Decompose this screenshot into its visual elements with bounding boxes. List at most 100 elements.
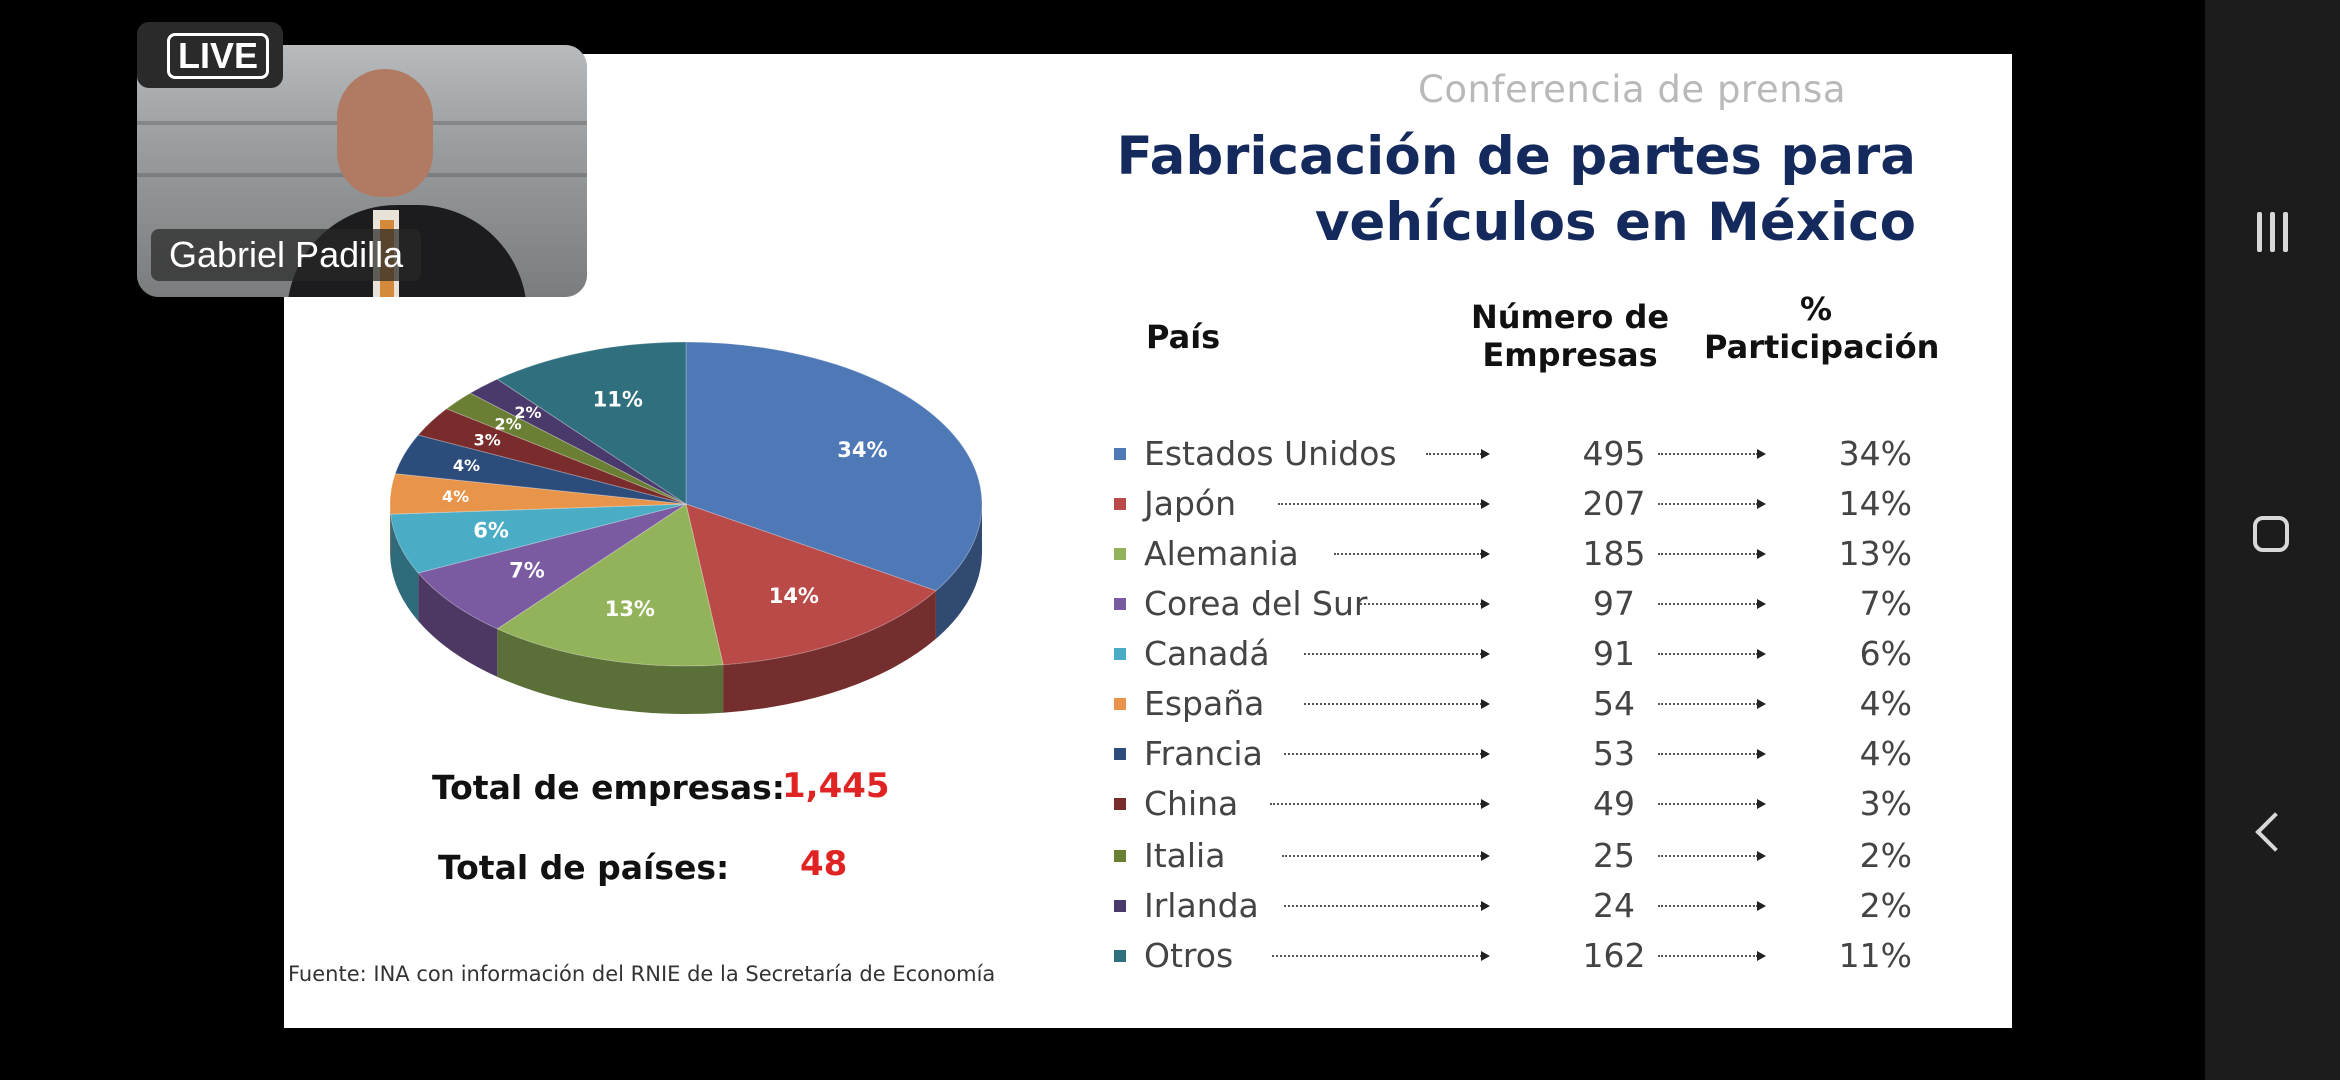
dotted-arrow [1658, 699, 1766, 709]
pie-slice-10 [496, 341, 687, 505]
pie-data-label: 2% [514, 403, 541, 422]
participation-share: 4% [1859, 734, 1912, 773]
country-name: Japón [1144, 484, 1237, 523]
participation-share: 4% [1859, 684, 1912, 723]
presentation-slide: Conferencia de prensa Fabricación de par… [284, 54, 2012, 1028]
legend-bullet [1114, 698, 1126, 710]
legend-bullet [1114, 900, 1126, 912]
video-stage[interactable]: Conferencia de prensa Fabricación de par… [0, 0, 2205, 1080]
company-count: 54 [1514, 682, 1654, 726]
pie-data-label: 2% [495, 414, 522, 433]
company-count: 207 [1514, 482, 1654, 526]
legend-bullet [1114, 798, 1126, 810]
company-count: 49 [1514, 782, 1654, 826]
header-share-line2: Participación [1704, 328, 1940, 366]
presenter-head [337, 69, 433, 197]
presenter-name-tag: Gabriel Padilla [151, 229, 422, 281]
pie-slice-1 [685, 503, 937, 666]
header-share: % Participación [1704, 290, 1940, 366]
recents-icon[interactable] [2227, 188, 2317, 278]
legend-bullet [1114, 548, 1126, 560]
title-line-2: vehículos en México [1314, 192, 1916, 253]
pie-chart-svg: 34%14%13%7%6%4%4%3%2%2%11% [389, 341, 983, 714]
company-count-value: 54 [1593, 684, 1635, 723]
dotted-arrow [1658, 449, 1766, 459]
header-count-line2: Empresas [1482, 336, 1658, 374]
table-row: Estados Unidos 495 34% [1114, 432, 1994, 476]
table-row: Otros 162 11% [1114, 934, 1994, 978]
country-name: Estados Unidos [1144, 434, 1397, 473]
country-name: China [1144, 784, 1239, 823]
dotted-arrow [1278, 499, 1490, 509]
legend-bullet [1114, 950, 1126, 962]
legend-bullet [1114, 498, 1126, 510]
participation-share: 11% [1838, 936, 1912, 975]
pie-data-label: 4% [442, 487, 469, 506]
participation-share: 2% [1859, 836, 1912, 875]
header-country: País [1146, 318, 1221, 356]
pie-side-3 [418, 572, 498, 677]
table-row: Italia 25 2% [1114, 834, 1994, 878]
home-icon[interactable] [2227, 490, 2317, 580]
country-name: Italia [1144, 836, 1226, 875]
dotted-arrow [1658, 499, 1766, 509]
dotted-arrow [1658, 599, 1766, 609]
dotted-arrow [1360, 599, 1490, 609]
pie-slice-7 [417, 408, 687, 505]
total-companies-value: 1,445 [782, 766, 890, 806]
dotted-arrow [1658, 799, 1766, 809]
dotted-arrow [1426, 449, 1490, 459]
pie-side-2 [497, 628, 724, 714]
company-count-value: 49 [1593, 784, 1635, 823]
live-text: LIVE [167, 33, 270, 79]
legend-bullet [1114, 748, 1126, 760]
dotted-arrow [1658, 901, 1766, 911]
company-count: 53 [1514, 732, 1654, 776]
legend-bullet [1114, 648, 1126, 660]
total-countries-label: Total de países: [438, 848, 730, 887]
pie-slice-9 [469, 378, 687, 505]
dotted-arrow [1658, 549, 1766, 559]
company-count-value: 162 [1582, 936, 1646, 975]
pie-data-label: 14% [769, 584, 819, 608]
header-share-line1: % [1799, 290, 1833, 328]
pie-data-label: 11% [593, 387, 643, 411]
country-name: Alemania [1144, 534, 1299, 573]
company-count-value: 185 [1582, 534, 1646, 573]
dotted-arrow [1284, 901, 1490, 911]
pie-slice-4 [390, 503, 687, 574]
dotted-arrow [1272, 951, 1490, 961]
company-count: 185 [1514, 532, 1654, 576]
participation-share: 2% [1859, 886, 1912, 925]
android-nav-bar [2205, 0, 2340, 1080]
table-row: Corea del Sur 97 7% [1114, 582, 1994, 626]
pie-chart: 34% 14% 13% 7% 6% 4% 4% 3% 2% 2% 11% [376, 324, 996, 764]
country-name: Canadá [1144, 634, 1270, 673]
pie-slice-3 [417, 503, 687, 630]
pie-slice-2 [496, 503, 724, 667]
title-line-1: Fabricación de partes para [1116, 126, 1916, 187]
country-name: Francia [1144, 734, 1263, 773]
header-count: Número de Empresas [1470, 298, 1670, 374]
pie-slice-6 [394, 434, 687, 505]
back-icon[interactable] [2227, 792, 2317, 882]
dotted-arrow [1284, 749, 1490, 759]
legend-bullet [1114, 448, 1126, 460]
header-count-line1: Número de [1470, 298, 1670, 336]
table-row: Alemania 185 13% [1114, 532, 1994, 576]
pie-side-4 [390, 514, 419, 621]
pie-data-label: 4% [453, 456, 480, 475]
dotted-arrow [1304, 699, 1490, 709]
table-row: Canadá 91 6% [1114, 632, 1994, 676]
company-count: 91 [1514, 632, 1654, 676]
company-count-value: 97 [1593, 584, 1635, 623]
pie-data-label: 34% [837, 438, 887, 462]
conference-label: Conferencia de prensa [1418, 68, 1846, 111]
participation-share: 7% [1859, 584, 1912, 623]
dotted-arrow [1658, 851, 1766, 861]
table-row: España 54 4% [1114, 682, 1994, 726]
table-row: Japón 207 14% [1114, 482, 1994, 526]
source-note: Fuente: INA con información del RNIE de … [288, 962, 996, 986]
pie-data-label: 7% [509, 559, 545, 583]
table-row: Francia 53 4% [1114, 732, 1994, 776]
